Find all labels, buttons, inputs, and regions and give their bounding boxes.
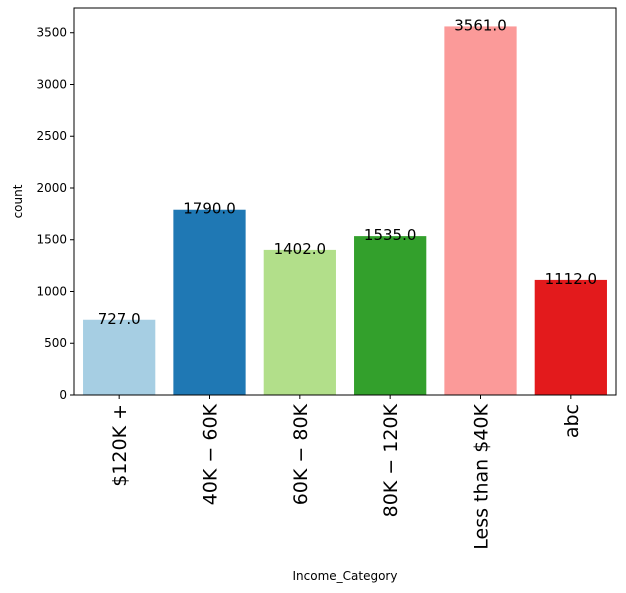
y-tick-label: 1000: [36, 284, 67, 298]
bar-value-label: 1402.0: [274, 240, 327, 258]
x-tick-label: 60K − 80K: [290, 403, 312, 505]
y-axis-title: count: [11, 184, 25, 218]
x-tick-label: Less than $40K: [471, 403, 493, 549]
x-tick-label: 80K − 120K: [380, 403, 402, 517]
y-tick-label: 2000: [36, 181, 67, 195]
bar-labels-group: 727.0 1790.0 1402.0 1535.0 3561.0 1112.0: [98, 16, 597, 327]
bar-value-label: 1790.0: [183, 200, 236, 218]
axes-frame: [73, 7, 617, 396]
x-tick-label: $120K +: [109, 404, 131, 487]
bar-3: [354, 236, 427, 395]
bar-value-label: 1535.0: [364, 226, 417, 244]
y-axis-ticks: 0 500 1000 1500 2000 2500 3000 3500: [36, 26, 74, 402]
bar-value-label: 1112.0: [545, 270, 598, 288]
y-tick-label: 500: [44, 336, 67, 350]
bar-5: [534, 279, 607, 395]
x-axis-ticks: $120K + 40K − 60K 60K − 80K 80K − 120K Less …: [109, 395, 583, 550]
y-tick-label: 2500: [36, 129, 67, 143]
y-tick-label: 3500: [36, 26, 67, 40]
y-tick-label: 0: [59, 388, 67, 402]
bar-0: [83, 319, 156, 395]
x-axis-title: Income_Category: [293, 569, 398, 583]
bars-group: [83, 26, 607, 395]
bar-value-label: 3561.0: [454, 16, 507, 34]
bar-1: [173, 209, 246, 395]
y-tick-label: 1500: [36, 233, 67, 247]
x-tick-label: abc: [561, 404, 583, 438]
y-tick-label: 3000: [36, 77, 67, 91]
x-tick-label: 40K − 60K: [200, 403, 222, 505]
bar-value-label: 727.0: [98, 310, 141, 328]
bar-2: [263, 249, 336, 395]
bar-4: [444, 26, 517, 395]
